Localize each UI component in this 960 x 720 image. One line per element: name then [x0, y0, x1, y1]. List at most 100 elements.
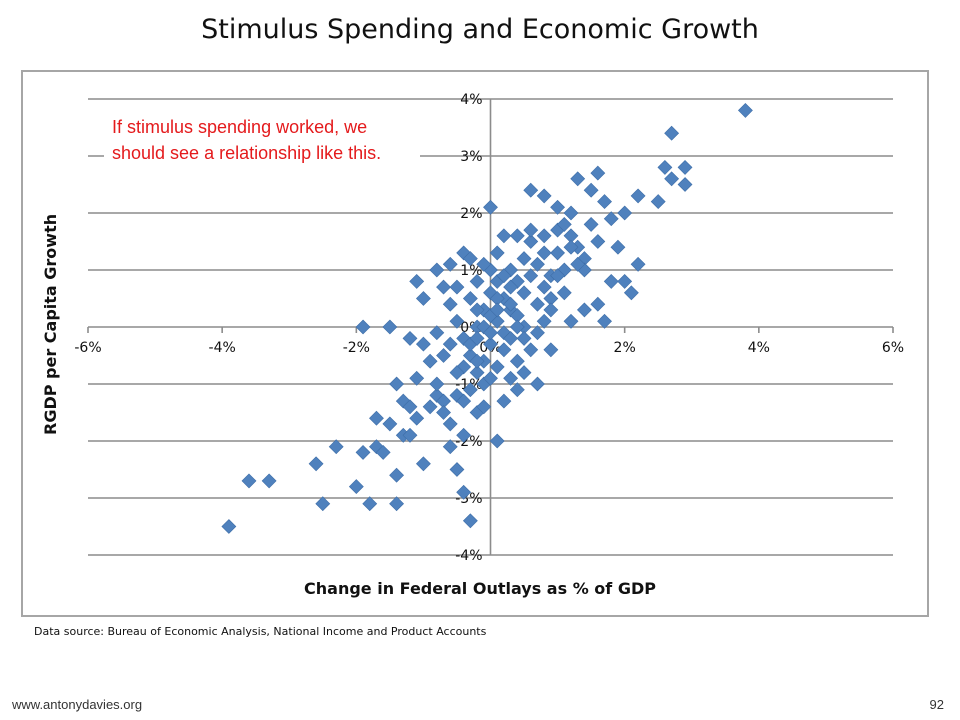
data-point — [355, 319, 371, 335]
data-point — [496, 393, 512, 409]
data-point — [563, 205, 579, 221]
data-point — [449, 279, 465, 295]
data-point — [449, 365, 465, 381]
data-point — [509, 319, 525, 335]
data-point — [389, 496, 405, 512]
data-point — [563, 313, 579, 329]
data-point — [415, 336, 431, 352]
data-point — [328, 439, 344, 455]
data-point — [523, 268, 539, 284]
data-point — [610, 239, 626, 255]
data-point — [523, 342, 539, 358]
y-tick-label: 3% — [460, 149, 482, 165]
data-point — [489, 245, 505, 261]
x-tick-labels: -6%-4%-2%0%2%4%6% — [74, 340, 904, 356]
data-point — [483, 336, 498, 352]
data-point — [382, 416, 398, 432]
y-tick-label: -4% — [455, 548, 482, 564]
data-point — [576, 302, 592, 318]
data-point — [597, 194, 612, 210]
data-point — [536, 188, 552, 204]
data-point — [415, 456, 431, 472]
x-tick-label: 6% — [882, 340, 904, 356]
data-point — [462, 291, 478, 306]
data-point — [583, 182, 599, 198]
data-point — [476, 399, 492, 415]
data-point — [449, 313, 465, 329]
data-point — [462, 382, 478, 398]
data-points — [221, 102, 753, 534]
data-point — [664, 171, 680, 187]
data-point — [570, 171, 586, 187]
data-point — [483, 370, 498, 386]
data-point — [550, 199, 566, 215]
data-point — [382, 319, 398, 335]
data-point — [436, 405, 451, 420]
y-tick-label: 4% — [460, 92, 482, 108]
data-point — [496, 228, 512, 244]
x-tick-label: -2% — [343, 340, 370, 356]
data-point — [509, 228, 525, 244]
data-point — [664, 125, 680, 141]
data-point — [375, 444, 391, 460]
scatter-chart: -4%-3%-2%-1%0%1%2%3%4% -6%-4%-2%0%2%4%6% — [74, 92, 904, 564]
data-point — [503, 370, 519, 386]
x-tick-label: 2% — [614, 340, 636, 356]
data-point — [369, 410, 384, 426]
data-point — [617, 273, 633, 289]
data-point — [523, 222, 539, 238]
data-point — [496, 342, 512, 358]
data-point — [436, 348, 451, 363]
data-point — [503, 296, 519, 312]
data-point — [657, 159, 673, 175]
data-point — [409, 410, 425, 426]
data-point — [550, 268, 566, 284]
data-point — [550, 245, 566, 261]
data-point — [516, 251, 532, 267]
data-point — [429, 262, 445, 278]
data-point — [362, 496, 378, 512]
data-point — [402, 330, 418, 346]
data-point — [523, 234, 539, 249]
data-point — [422, 353, 438, 369]
data-point — [590, 234, 606, 249]
data-point — [623, 285, 639, 301]
data-point — [315, 496, 331, 512]
data-point — [516, 285, 532, 301]
data-point — [509, 353, 525, 369]
slide-title: Stimulus Spending and Economic Growth — [201, 14, 759, 45]
data-point — [469, 330, 485, 346]
data-point — [536, 245, 552, 261]
data-point — [241, 473, 257, 489]
data-point — [516, 330, 532, 346]
data-point — [436, 279, 451, 295]
data-point — [603, 273, 619, 289]
data-point — [530, 376, 545, 392]
data-point — [677, 177, 693, 192]
data-point — [429, 325, 445, 341]
data-point — [355, 444, 371, 460]
x-axis-label: Change in Federal Outlays as % of GDP — [304, 579, 656, 598]
data-point — [449, 462, 465, 477]
data-point — [409, 370, 425, 386]
data-point — [583, 216, 599, 232]
footer-url: www.antonydavies.org — [12, 697, 143, 712]
data-point — [503, 279, 519, 295]
data-point — [462, 513, 478, 529]
data-point — [496, 268, 512, 284]
data-point — [556, 216, 572, 232]
y-axis-label: RGDP per Capita Growth — [41, 213, 60, 435]
data-point — [630, 256, 646, 272]
data-point — [442, 439, 458, 455]
data-point — [516, 365, 532, 381]
data-source-note: Data source: Bureau of Economic Analysis… — [34, 625, 487, 638]
data-point — [483, 325, 498, 341]
data-point — [348, 479, 364, 495]
data-point — [221, 519, 237, 534]
data-point — [422, 399, 438, 415]
x-tick-label: -4% — [209, 340, 236, 356]
data-point — [489, 359, 505, 375]
data-point — [590, 296, 606, 312]
data-point — [389, 376, 405, 392]
x-tick-label: -6% — [74, 340, 101, 356]
